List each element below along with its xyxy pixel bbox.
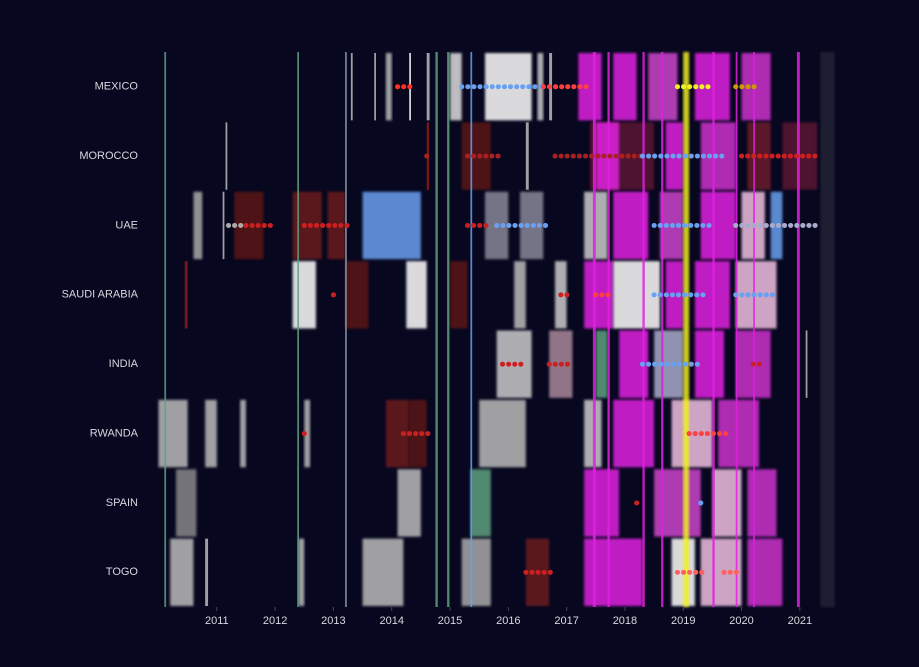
- event-stripe: [450, 261, 468, 329]
- event-stripe: [385, 399, 410, 468]
- x-tick-label: 2015: [438, 615, 462, 627]
- x-tick-label: 2013: [321, 615, 345, 627]
- event-stripe: [479, 399, 526, 468]
- event-stripe: [426, 53, 430, 121]
- row-label: SPAIN: [106, 497, 138, 509]
- event-stripe: [470, 469, 491, 537]
- x-tick-label: 2011: [205, 615, 229, 627]
- event-stripe: [362, 538, 404, 606]
- row-label: UAE: [115, 219, 138, 231]
- global-line: [661, 52, 664, 607]
- global-line: [735, 52, 738, 607]
- event-stripe: [175, 469, 197, 537]
- global-line: [607, 52, 610, 607]
- event-stripe: [374, 53, 376, 121]
- row-label: INDIA: [109, 358, 139, 370]
- event-stripe: [240, 399, 246, 468]
- event-stripe: [158, 399, 188, 468]
- event-stripe: [225, 122, 228, 190]
- global-line: [470, 52, 473, 607]
- event-stripe: [450, 53, 462, 121]
- event-stripe: [298, 538, 305, 606]
- x-tick-label: 2014: [379, 615, 403, 627]
- global-line: [447, 52, 450, 607]
- row-label: RWANDA: [90, 427, 139, 439]
- x-tick-label: 2018: [613, 615, 637, 627]
- row-label: MOROCCO: [79, 150, 138, 162]
- row-label: TOGO: [106, 566, 139, 578]
- global-line: [297, 52, 300, 607]
- event-stripe: [747, 469, 777, 537]
- global-line: [753, 52, 755, 607]
- event-stripe: [362, 191, 421, 260]
- event-stripe: [385, 53, 392, 121]
- event-stripe: [700, 191, 736, 260]
- global-line: [712, 52, 715, 607]
- global-line: [820, 52, 835, 607]
- event-stripe: [345, 261, 369, 329]
- event-stripe: [747, 538, 783, 606]
- event-stripe: [205, 399, 217, 468]
- event-stripe: [514, 261, 526, 329]
- x-tick-label: 2019: [671, 615, 695, 627]
- global-line: [164, 52, 167, 607]
- event-stripe: [193, 191, 203, 260]
- event-stripe: [350, 53, 353, 121]
- global-line: [683, 52, 690, 607]
- event-stripe: [525, 122, 529, 190]
- global-line: [796, 52, 800, 607]
- global-line: [435, 52, 438, 607]
- x-tick-label: 2021: [788, 615, 812, 627]
- event-stripe: [222, 191, 225, 260]
- event-stripe: [584, 469, 620, 537]
- event-stripe: [304, 399, 311, 468]
- x-tick-label: 2012: [263, 615, 287, 627]
- event-stripe: [170, 538, 194, 606]
- event-stripe: [205, 538, 209, 606]
- event-stripe: [184, 261, 188, 329]
- global-line: [642, 52, 645, 607]
- row-label: MEXICO: [95, 81, 139, 93]
- x-tick-label: 2017: [554, 615, 578, 627]
- event-stripe: [805, 330, 808, 398]
- event-stripe: [595, 330, 608, 398]
- event-stripe: [397, 469, 421, 537]
- global-line: [345, 52, 347, 607]
- event-stripe: [292, 261, 316, 329]
- global-line: [592, 52, 596, 607]
- event-stripe: [461, 538, 491, 606]
- event-stripe: [613, 399, 655, 468]
- row-label: SAUDI ARABIA: [62, 289, 139, 301]
- x-tick-label: 2020: [729, 615, 753, 627]
- event-stripe: [613, 53, 637, 121]
- x-tick-label: 2016: [496, 615, 520, 627]
- event-stripe: [406, 261, 427, 329]
